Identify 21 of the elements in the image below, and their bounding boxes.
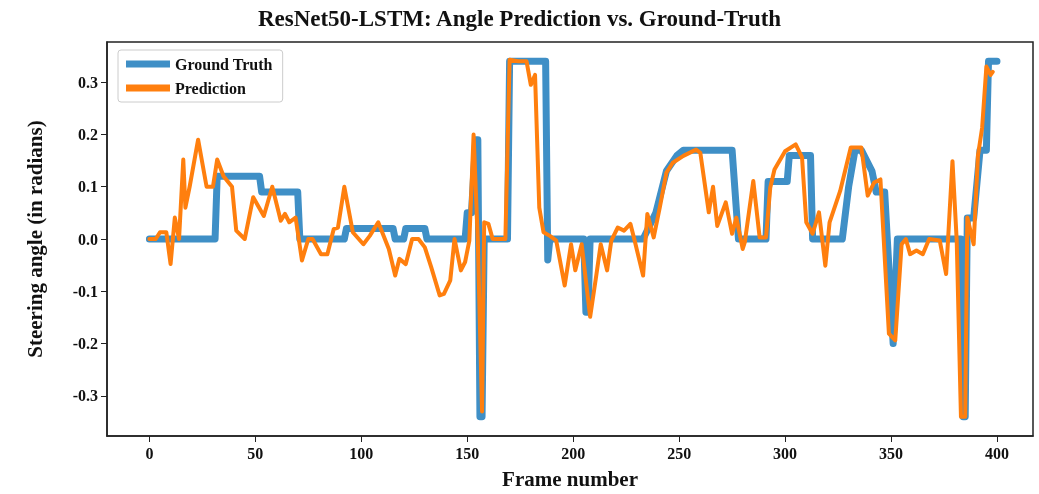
y-axis-title: Steering angle (in radians) bbox=[22, 120, 47, 358]
y-tick-label: 0.0 bbox=[78, 230, 98, 248]
y-tick-label: 0.1 bbox=[78, 178, 98, 196]
chart-title: ResNet50-LSTM: Angle Prediction vs. Ground-Truth bbox=[257, 6, 782, 31]
x-tick-label: 100 bbox=[349, 444, 374, 462]
x-tick-label: 0 bbox=[145, 444, 154, 462]
x-tick-label: 200 bbox=[561, 444, 586, 462]
legend-label: Ground Truth bbox=[175, 55, 273, 73]
x-tick-label: 350 bbox=[879, 444, 904, 462]
x-tick-label: 250 bbox=[667, 444, 692, 462]
legend-label: Prediction bbox=[175, 79, 246, 97]
y-tick-label: 0.2 bbox=[78, 125, 98, 143]
y-tick-label: -0.3 bbox=[72, 387, 98, 405]
y-tick-label: -0.1 bbox=[72, 282, 98, 300]
x-axis-title: Frame number bbox=[502, 466, 638, 491]
y-tick-label: 0.3 bbox=[78, 73, 98, 91]
x-tick-label: 150 bbox=[455, 444, 480, 462]
x-tick-label: 50 bbox=[247, 444, 264, 462]
y-tick-label: -0.2 bbox=[72, 335, 98, 353]
x-tick-label: 400 bbox=[984, 444, 1009, 462]
x-tick-label: 300 bbox=[773, 444, 798, 462]
